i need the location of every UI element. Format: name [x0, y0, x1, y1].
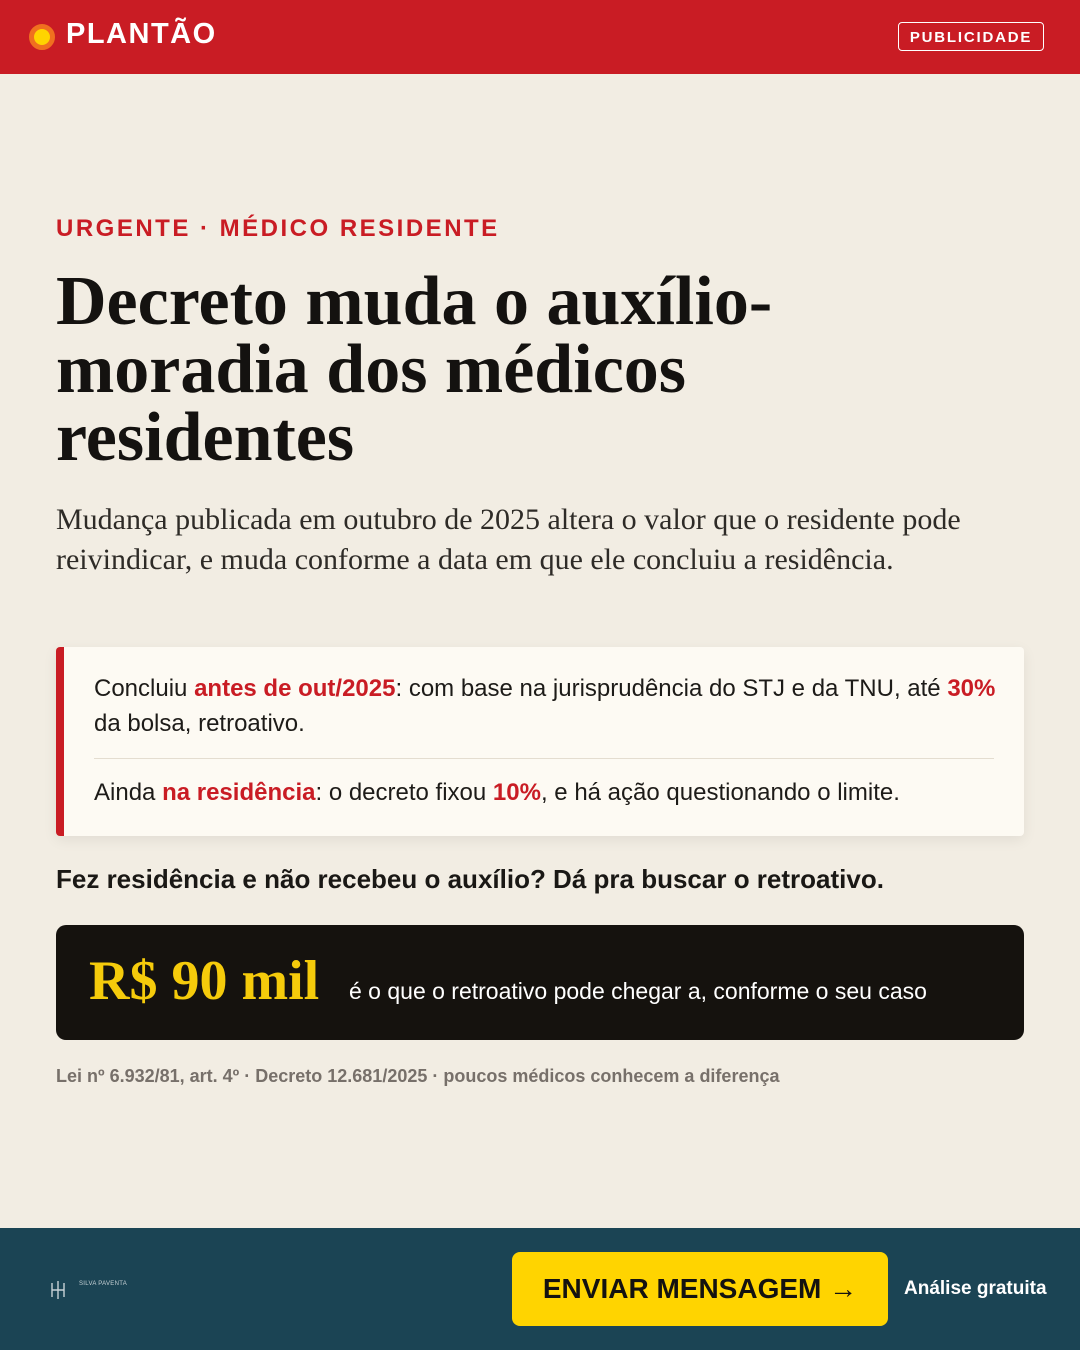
text: , e há ação questionando o limite.: [540, 779, 900, 806]
callout-item: Concluiu antes de out/2025: com base na …: [94, 671, 1004, 741]
text: : com base na jurisprudência do STJ e da…: [395, 675, 948, 702]
text: Ainda: [94, 779, 163, 806]
banner-text: é o que o retroativo pode chegar a, conf…: [349, 978, 927, 1004]
banner: R$ 90 mil é o que o retroativo pode cheg…: [56, 925, 1024, 1040]
cta-button[interactable]: ENVIAR MENSAGEM →: [512, 1252, 888, 1326]
live-dot: [29, 24, 55, 50]
logo: SILVA PAVENTA: [79, 1281, 128, 1287]
logo-mark: [51, 1281, 65, 1299]
callout-item: Ainda na residência: o decreto fixou 10%…: [94, 775, 1004, 810]
text: : o decreto fixou: [315, 779, 493, 806]
highlight: 10%: [492, 779, 541, 806]
headline: Decreto muda o auxílio- moradia dos médi…: [56, 263, 773, 476]
highlight: 30%: [947, 675, 996, 702]
headline-line: moradia dos médicos: [56, 331, 686, 408]
footnote: Lei nº 6.932/81, art. 4º · Decreto 12.68…: [56, 1066, 780, 1086]
footer: SILVA PAVENTA ENVIAR MENSAGEM → Análise …: [0, 1228, 1080, 1350]
highlight: na residência: [162, 779, 316, 806]
ad-badge: PUBLICIDADE: [898, 22, 1044, 51]
headline-line: Decreto muda o auxílio-: [56, 263, 773, 340]
brand: PLANTÃO: [66, 18, 217, 50]
cta-note: Análise gratuita: [904, 1278, 1047, 1299]
amount: R$ 90 mil: [89, 950, 320, 1012]
subtitle: Mudança publicada em outubro de 2025 alt…: [56, 503, 961, 576]
highlight: antes de out/2025: [194, 675, 396, 702]
header: PLANTÃO PUBLICIDADE: [0, 0, 1080, 74]
kicker: URGENTE · MÉDICO RESIDENTE: [56, 215, 500, 242]
divider: [94, 758, 994, 759]
text: da bolsa, retroativo.: [94, 710, 305, 737]
headline-line: residentes: [56, 399, 355, 476]
callout: Concluiu antes de out/2025: com base na …: [56, 647, 1024, 836]
question: Fez residência e não recebeu o auxílio? …: [56, 864, 884, 894]
text: Concluiu: [94, 675, 195, 702]
